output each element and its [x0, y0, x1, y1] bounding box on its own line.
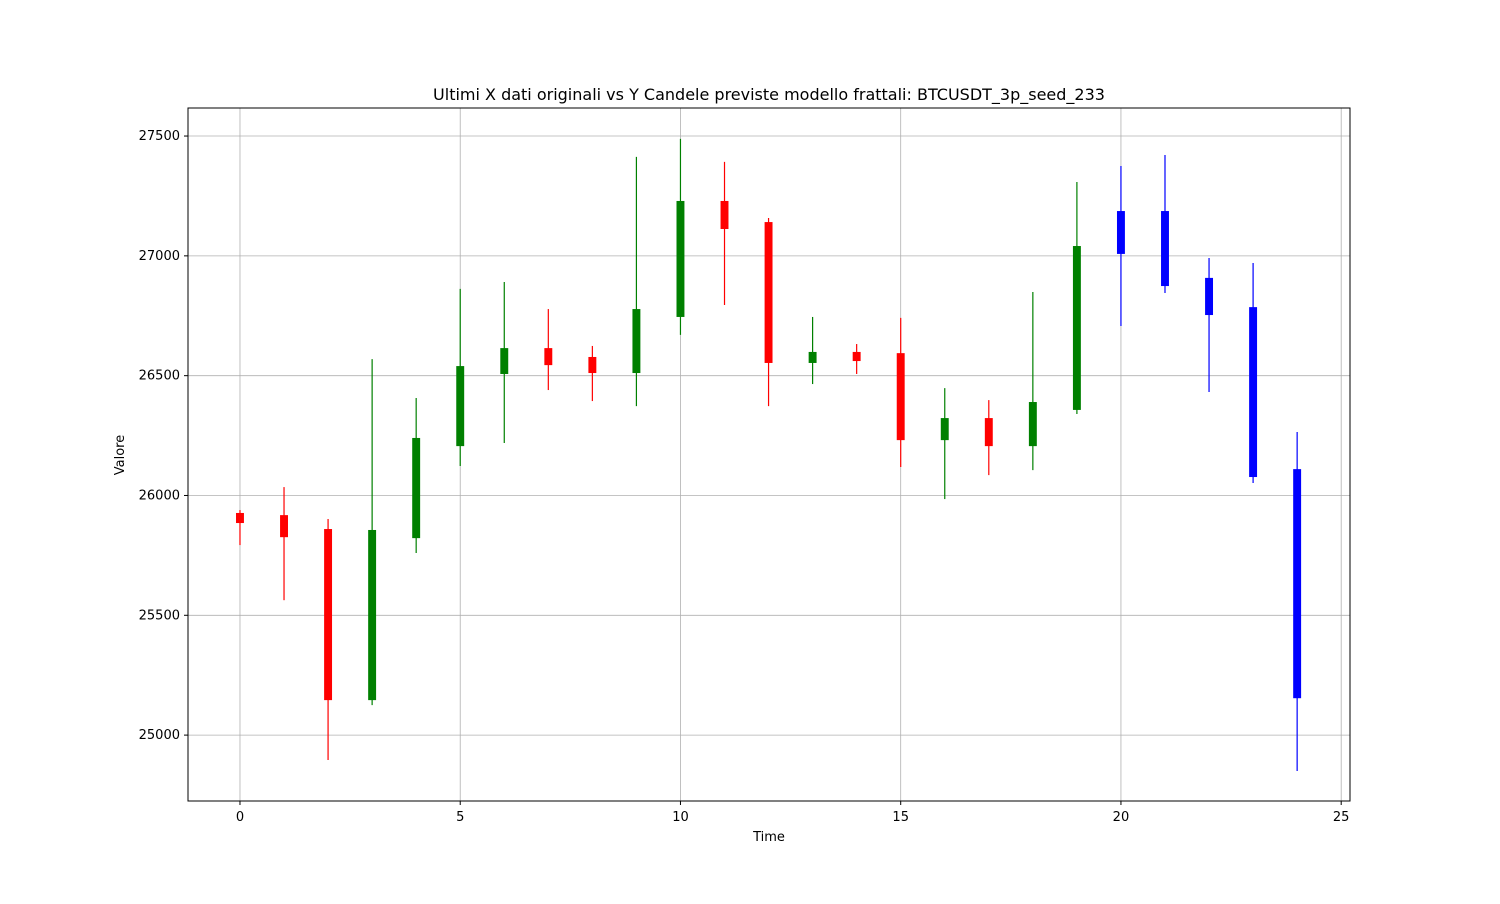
- candle-body: [764, 222, 773, 363]
- x-tick-label: 25: [1333, 810, 1350, 825]
- candle-body: [808, 351, 817, 363]
- candle-body: [236, 512, 244, 524]
- candle-body: [940, 418, 949, 441]
- candle-body: [1161, 211, 1169, 287]
- y-axis-label: Valore: [113, 435, 128, 475]
- candle-body: [676, 200, 685, 317]
- x-tick-label: 15: [892, 810, 909, 825]
- x-tick-label: 20: [1113, 810, 1130, 825]
- candle-body: [368, 529, 377, 701]
- candle-body: [896, 353, 905, 441]
- candle-body: [412, 437, 421, 539]
- candle-body: [632, 309, 641, 374]
- y-tick-label: 27500: [139, 129, 180, 144]
- candle-body: [1205, 277, 1214, 316]
- plot-frame: [187, 107, 1351, 802]
- y-tick-label: 26000: [139, 488, 180, 503]
- candle-body: [1249, 307, 1258, 478]
- y-tick-label: 26500: [139, 369, 180, 384]
- candle-body: [852, 351, 861, 362]
- y-tick-label: 27000: [139, 249, 180, 264]
- candle-body: [280, 515, 288, 538]
- candle-body: [1072, 246, 1081, 410]
- x-tick-label: 10: [672, 810, 689, 825]
- x-tick-label: 5: [456, 810, 464, 825]
- candle-body: [324, 529, 333, 701]
- candle-body: [1028, 402, 1037, 447]
- candle-body: [500, 348, 509, 374]
- y-tick-label: 25000: [139, 728, 180, 743]
- candle-body: [544, 348, 553, 366]
- x-axis-label: Time: [752, 830, 785, 845]
- chart-title: Ultimi X dati originali vs Y Candele pre…: [433, 85, 1105, 105]
- x-tick-label: 0: [236, 810, 244, 825]
- candle-body: [456, 366, 465, 447]
- candle-body: [1293, 469, 1302, 699]
- y-tick-label: 25500: [139, 608, 180, 623]
- candle-body: [1116, 211, 1125, 254]
- candle-body: [984, 418, 993, 447]
- candle-body: [588, 356, 597, 374]
- candle-body: [720, 200, 729, 230]
